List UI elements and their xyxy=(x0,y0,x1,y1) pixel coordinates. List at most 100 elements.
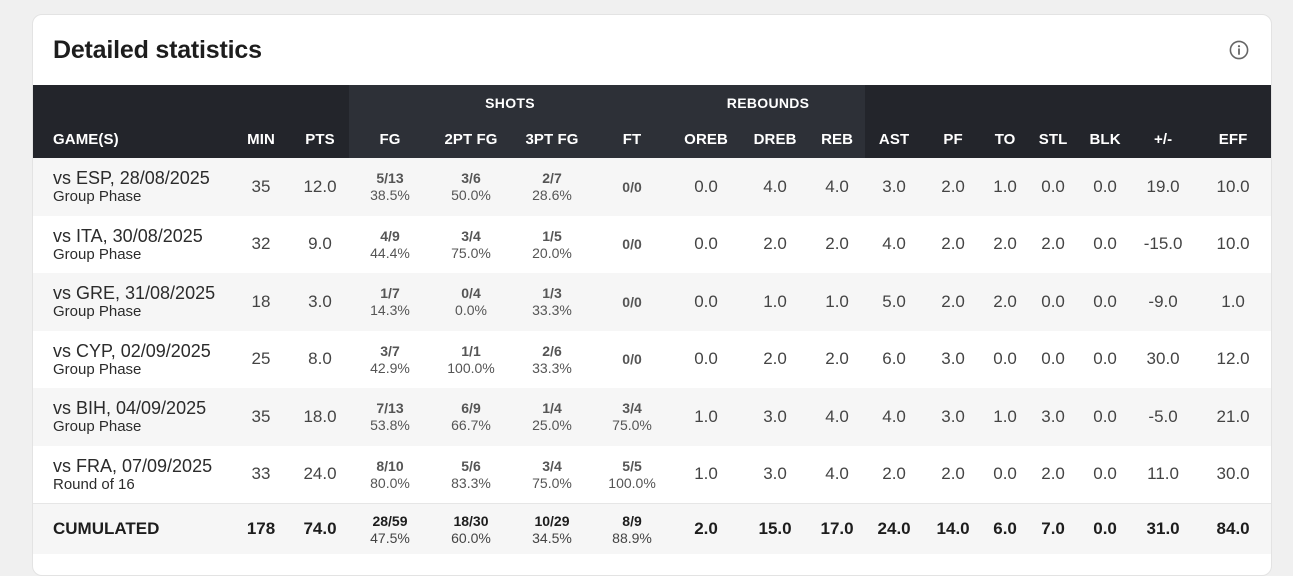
dreb-cell: 4.0 xyxy=(741,158,810,216)
total-ft-made-attempted: 8/9 xyxy=(622,512,642,529)
fg-percentage: 80.0% xyxy=(370,474,410,491)
column-header-reb[interactable]: REB xyxy=(809,121,866,158)
ft-made-attempted: 0/0 xyxy=(622,236,642,253)
min-cell: 18 xyxy=(231,273,291,331)
game-name[interactable]: vs ESP, 28/08/2025 xyxy=(53,168,210,189)
dreb-cell: 2.0 xyxy=(741,215,810,273)
group-header-row: SHOTS REBOUNDS xyxy=(33,85,1271,121)
column-header-3pt-fg[interactable]: 3PT FG xyxy=(511,121,593,158)
column-header-oreb[interactable]: OREB xyxy=(671,121,742,158)
column-header-ft[interactable]: FT xyxy=(593,121,672,158)
column-header-ast[interactable]: AST xyxy=(865,121,924,158)
column-header-to[interactable]: TO xyxy=(983,121,1028,158)
eff-cell: 12.0 xyxy=(1195,330,1271,388)
game-cell: vs ESP, 28/08/2025 Group Phase xyxy=(33,158,231,216)
ft-made-attempted: 5/5 xyxy=(622,457,642,474)
fg-percentage: 44.4% xyxy=(370,244,410,261)
total-stl-cell: 7.0 xyxy=(1027,503,1080,554)
pts-cell: 24.0 xyxy=(291,445,349,504)
fg3-percentage: 75.0% xyxy=(532,474,572,491)
column-header-eff[interactable]: EFF xyxy=(1195,121,1271,158)
column-header-min[interactable]: MIN xyxy=(231,121,291,158)
min-cell: 32 xyxy=(231,215,291,273)
fg3-percentage: 33.3% xyxy=(532,302,572,319)
column-header-blk[interactable]: BLK xyxy=(1079,121,1132,158)
total-pts-cell: 74.0 xyxy=(291,503,349,554)
ast-cell: 2.0 xyxy=(865,445,924,504)
game-phase: Group Phase xyxy=(53,360,142,378)
plus-minus-cell: -15.0 xyxy=(1131,215,1196,273)
column-header-plus-minus[interactable]: +/- xyxy=(1131,121,1196,158)
column-header-games[interactable]: GAME(S) xyxy=(33,121,231,158)
game-name[interactable]: vs GRE, 31/08/2025 xyxy=(53,283,216,304)
ft-cell: 0/0 xyxy=(593,215,672,273)
stl-cell: 0.0 xyxy=(1027,273,1080,331)
column-header-pf[interactable]: PF xyxy=(923,121,984,158)
pf-cell: 3.0 xyxy=(923,388,984,446)
pts-cell: 9.0 xyxy=(291,215,349,273)
game-cell: vs GRE, 31/08/2025 Group Phase xyxy=(33,273,231,331)
game-phase: Group Phase xyxy=(53,303,142,321)
game-name[interactable]: vs FRA, 07/09/2025 xyxy=(53,455,213,476)
fg3-made-attempted: 1/4 xyxy=(542,400,562,417)
total-fg2-cell: 18/30 60.0% xyxy=(431,503,511,554)
fg3-cell: 3/4 75.0% xyxy=(511,445,593,504)
fg2-made-attempted: 6/9 xyxy=(461,400,481,417)
pts-cell: 12.0 xyxy=(291,158,349,216)
fg3-cell: 2/7 28.6% xyxy=(511,158,593,216)
total-ft-cell: 8/9 88.9% xyxy=(593,503,672,554)
detailed-statistics-card: Detailed statistics SHOTS REBOUNDS xyxy=(32,14,1272,576)
reb-cell: 1.0 xyxy=(809,273,866,331)
to-cell: 0.0 xyxy=(983,330,1028,388)
page-title: Detailed statistics xyxy=(53,35,262,64)
ast-cell: 4.0 xyxy=(865,215,924,273)
info-icon[interactable] xyxy=(1229,40,1249,60)
eff-cell: 1.0 xyxy=(1195,273,1271,331)
game-cell: vs CYP, 02/09/2025 Group Phase xyxy=(33,330,231,388)
fg2-cell: 6/9 66.7% xyxy=(431,388,511,446)
min-cell: 35 xyxy=(231,158,291,216)
blk-cell: 0.0 xyxy=(1079,330,1132,388)
table-row: vs CYP, 02/09/2025 Group Phase 25 8.0 3/… xyxy=(33,330,1271,388)
card-header: Detailed statistics xyxy=(33,15,1271,85)
ast-cell: 5.0 xyxy=(865,273,924,331)
oreb-cell: 1.0 xyxy=(671,388,742,446)
cumulated-row: CUMULATED 178 74.0 28/59 47.5% 18/30 60.0%… xyxy=(33,503,1271,554)
game-phase: Round of 16 xyxy=(53,475,135,493)
pts-cell: 18.0 xyxy=(291,388,349,446)
game-cell: vs FRA, 07/09/2025 Round of 16 xyxy=(33,445,231,504)
fg-made-attempted: 3/7 xyxy=(380,342,400,359)
ast-cell: 6.0 xyxy=(865,330,924,388)
column-header-stl[interactable]: STL xyxy=(1027,121,1080,158)
fg2-made-attempted: 5/6 xyxy=(461,457,481,474)
fg-made-attempted: 1/7 xyxy=(380,285,400,302)
fg2-cell: 3/4 75.0% xyxy=(431,215,511,273)
pts-cell: 3.0 xyxy=(291,273,349,331)
total-dreb-cell: 15.0 xyxy=(741,503,810,554)
pts-cell: 8.0 xyxy=(291,330,349,388)
fg3-made-attempted: 2/6 xyxy=(542,342,562,359)
ft-made-attempted: 0/0 xyxy=(622,178,642,195)
game-name[interactable]: vs CYP, 02/09/2025 xyxy=(53,340,211,361)
ft-made-attempted: 0/0 xyxy=(622,351,642,368)
column-header-pts[interactable]: PTS xyxy=(291,121,349,158)
total-fg-percentage: 47.5% xyxy=(370,529,410,546)
game-name[interactable]: vs ITA, 30/08/2025 xyxy=(53,225,203,246)
column-header-dreb[interactable]: DREB xyxy=(741,121,810,158)
group-header-shots: SHOTS xyxy=(349,85,672,121)
pf-cell: 2.0 xyxy=(923,215,984,273)
eff-cell: 10.0 xyxy=(1195,215,1271,273)
fg-cell: 1/7 14.3% xyxy=(349,273,431,331)
column-header-2pt-fg[interactable]: 2PT FG xyxy=(431,121,511,158)
table-row: vs ITA, 30/08/2025 Group Phase 32 9.0 4/… xyxy=(33,215,1271,273)
column-header-fg[interactable]: FG xyxy=(349,121,431,158)
fg2-made-attempted: 1/1 xyxy=(461,342,481,359)
min-cell: 33 xyxy=(231,445,291,504)
ft-made-attempted: 0/0 xyxy=(622,293,642,310)
fg2-made-attempted: 3/4 xyxy=(461,227,481,244)
dreb-cell: 1.0 xyxy=(741,273,810,331)
game-name[interactable]: vs BIH, 04/09/2025 xyxy=(53,398,207,419)
min-cell: 25 xyxy=(231,330,291,388)
fg2-percentage: 100.0% xyxy=(447,359,495,376)
reb-cell: 2.0 xyxy=(809,330,866,388)
